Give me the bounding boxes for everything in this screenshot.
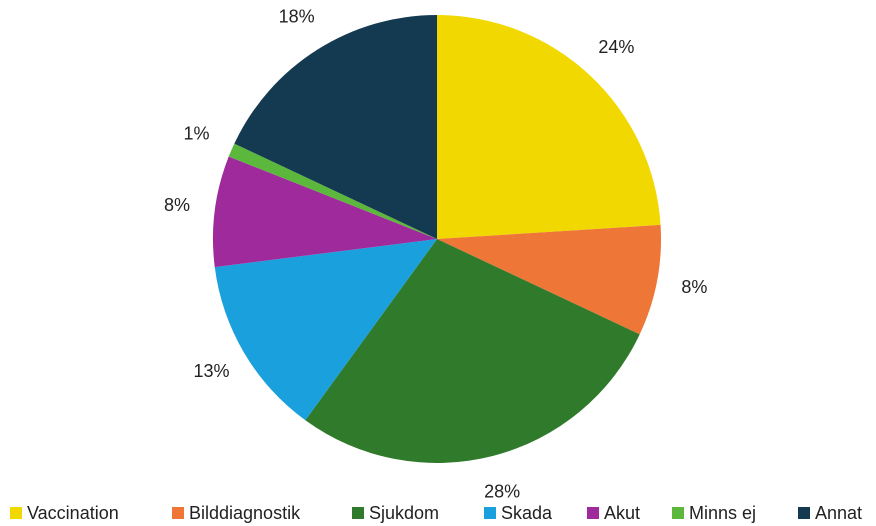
legend-swatch: [587, 507, 599, 519]
pie-slice: [305, 239, 640, 463]
legend-swatch: [798, 507, 810, 519]
legend-label: Skada: [501, 503, 553, 523]
pie-slice: [213, 156, 437, 268]
legend-swatch: [10, 507, 22, 519]
legend-label: Annat: [815, 503, 862, 523]
legend-label: Akut: [604, 503, 640, 523]
legend-label: Minns ej: [689, 503, 756, 523]
legend-swatch: [484, 507, 496, 519]
pie-slice: [214, 239, 437, 421]
pie-slice: [234, 15, 437, 239]
data-label: 8%: [681, 277, 707, 297]
data-label: 1%: [184, 124, 210, 144]
pie-slice: [437, 224, 661, 335]
legend-swatch: [172, 507, 184, 519]
data-label: 18%: [279, 7, 315, 27]
legend-label: Vaccination: [27, 503, 119, 523]
data-label: 24%: [598, 37, 634, 57]
legend-label: Bilddiagnostik: [189, 503, 301, 523]
legend-swatch: [672, 507, 684, 519]
pie-slice: [437, 15, 661, 239]
legend-label: Sjukdom: [369, 503, 439, 523]
data-label: 13%: [193, 361, 229, 381]
legend-swatch: [352, 507, 364, 519]
data-label: 28%: [484, 482, 520, 502]
pie-slice: [228, 143, 437, 239]
data-label: 8%: [164, 195, 190, 215]
